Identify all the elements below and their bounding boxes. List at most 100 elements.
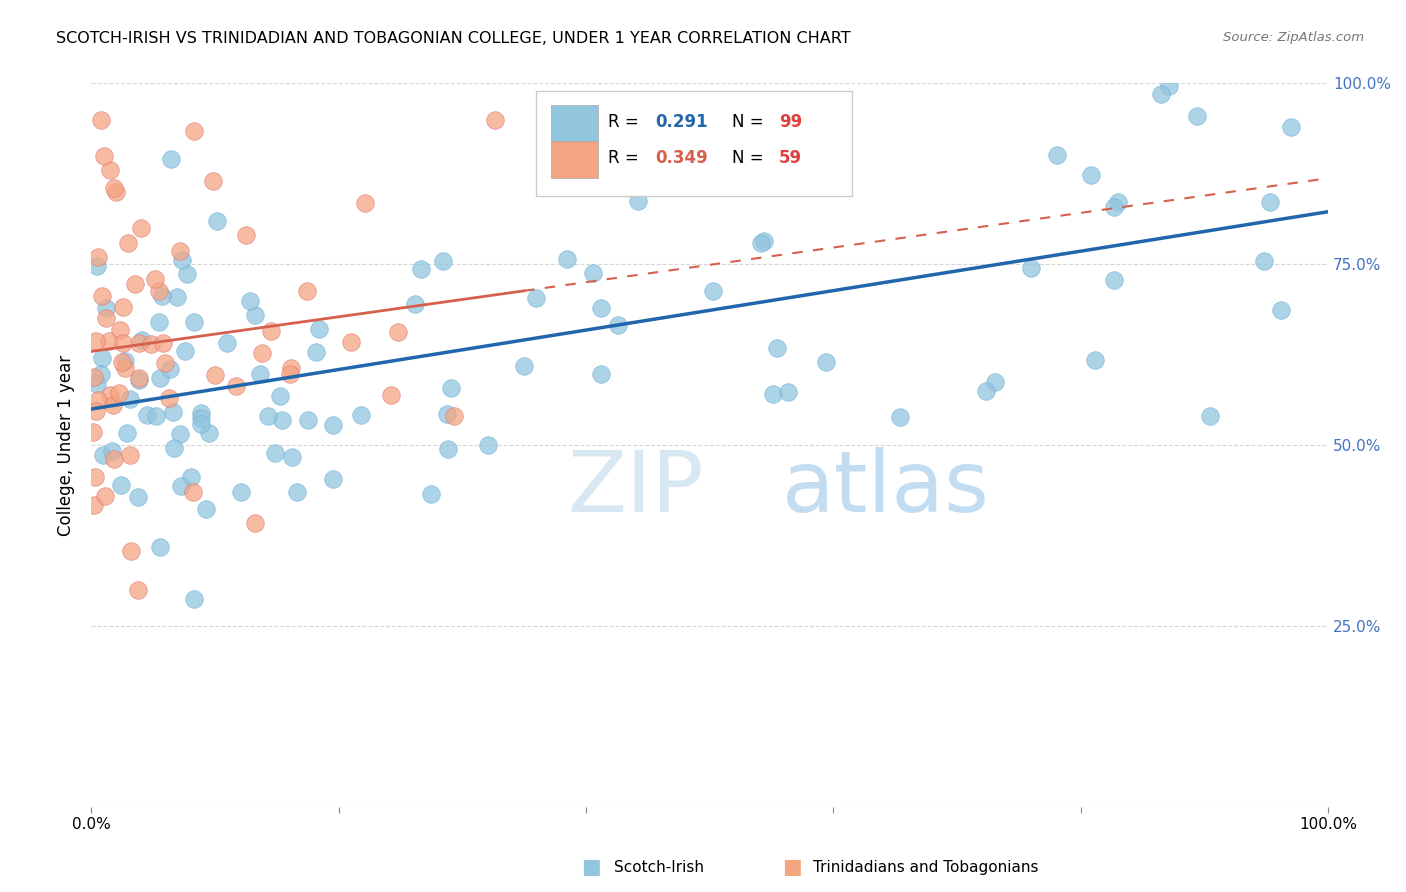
Point	[117, 235, 139, 250]
Point	[297, 284, 319, 298]
Point	[1157, 78, 1180, 93]
Point	[169, 478, 191, 492]
Point	[163, 441, 186, 455]
Point	[104, 185, 127, 199]
Point	[207, 214, 229, 228]
Point	[118, 392, 141, 406]
Point	[169, 426, 191, 441]
Point	[976, 384, 998, 398]
Point	[581, 266, 603, 280]
Point	[114, 361, 136, 376]
Point	[114, 353, 136, 368]
Point	[94, 301, 117, 315]
Point	[141, 337, 163, 351]
Point	[524, 291, 547, 305]
Point	[647, 136, 669, 151]
Point	[112, 301, 135, 315]
Point	[259, 325, 281, 339]
Point	[814, 355, 837, 369]
Point	[183, 124, 205, 138]
Point	[108, 386, 131, 401]
Point	[285, 484, 308, 499]
Point	[128, 370, 150, 384]
Point	[150, 289, 173, 303]
Point	[190, 410, 212, 425]
Point	[148, 315, 170, 329]
Point	[112, 336, 135, 351]
Point	[84, 334, 107, 348]
Point	[166, 290, 188, 304]
Point	[91, 289, 114, 303]
Point	[1187, 109, 1209, 123]
Point	[136, 408, 159, 422]
Point	[420, 487, 443, 501]
Point	[1046, 147, 1069, 161]
Point	[204, 368, 226, 382]
Point	[1104, 200, 1126, 214]
Point	[128, 335, 150, 350]
Point	[91, 351, 114, 365]
Point	[190, 417, 212, 431]
Point	[91, 448, 114, 462]
Point	[1019, 261, 1042, 276]
Point	[162, 405, 184, 419]
Point	[229, 484, 252, 499]
Point	[90, 368, 112, 382]
Text: 59: 59	[779, 149, 801, 167]
Point	[97, 334, 120, 348]
Point	[127, 490, 149, 504]
Point	[82, 425, 104, 439]
Point	[1107, 194, 1129, 209]
Text: Trinidadians and Tobagonians: Trinidadians and Tobagonians	[813, 860, 1038, 874]
Point	[217, 336, 239, 351]
Point	[90, 112, 112, 127]
Point	[87, 250, 110, 264]
Point	[749, 236, 772, 251]
Point	[305, 345, 328, 359]
Point	[1198, 409, 1220, 424]
Point	[484, 112, 506, 127]
Point	[84, 404, 107, 418]
Point	[245, 308, 267, 322]
Point	[308, 321, 330, 335]
Point	[1270, 302, 1292, 317]
Point	[243, 516, 266, 530]
Point	[172, 253, 194, 268]
Point	[148, 284, 170, 298]
Point	[183, 591, 205, 606]
Point	[98, 163, 121, 178]
Point	[1084, 352, 1107, 367]
Point	[108, 323, 131, 337]
Point	[127, 582, 149, 597]
Point	[766, 341, 789, 355]
Point	[513, 359, 536, 373]
Point	[889, 410, 911, 425]
Text: 99: 99	[779, 112, 803, 131]
Text: ■: ■	[782, 857, 801, 877]
Point	[249, 367, 271, 381]
Point	[278, 367, 301, 381]
Point	[183, 315, 205, 329]
Point	[101, 398, 124, 412]
Point	[86, 260, 108, 274]
Point	[153, 356, 176, 370]
Point	[702, 285, 724, 299]
Point	[129, 221, 152, 235]
Point	[194, 502, 217, 516]
Text: N =: N =	[733, 112, 769, 131]
Point	[87, 392, 110, 407]
Point	[1260, 194, 1282, 209]
Text: 0.349: 0.349	[655, 149, 709, 167]
Point	[280, 360, 302, 375]
Text: R =: R =	[609, 112, 644, 131]
Point	[94, 310, 117, 325]
Point	[198, 426, 221, 441]
Point	[115, 425, 138, 440]
Point	[103, 451, 125, 466]
Point	[1253, 254, 1275, 268]
Point	[250, 346, 273, 360]
Point	[86, 377, 108, 392]
Point	[436, 407, 458, 421]
Point	[128, 373, 150, 387]
Point	[443, 409, 465, 423]
